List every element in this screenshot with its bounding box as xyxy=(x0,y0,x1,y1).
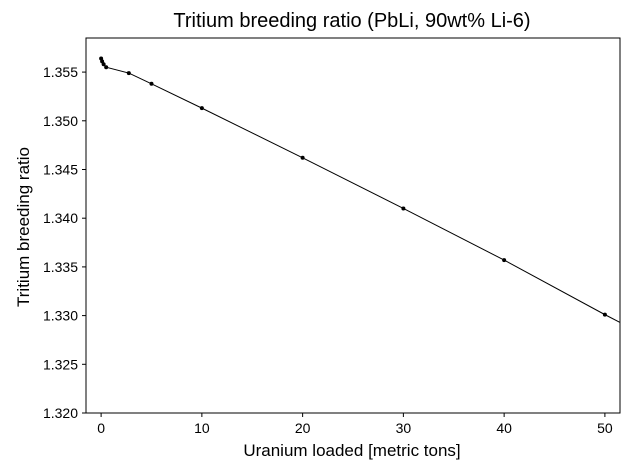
y-tick-label: 1.325 xyxy=(43,356,78,372)
x-tick-label: 50 xyxy=(597,420,613,436)
y-axis-label: Tritium breeding ratio xyxy=(14,147,33,307)
data-point xyxy=(126,71,131,76)
data-point xyxy=(101,62,106,67)
data-point xyxy=(502,258,507,263)
x-tick-label: 40 xyxy=(496,420,512,436)
y-tick-label: 1.330 xyxy=(43,308,78,324)
data-point xyxy=(149,81,154,86)
x-tick-label: 0 xyxy=(97,420,105,436)
data-point xyxy=(104,65,109,70)
data-point xyxy=(199,106,204,111)
data-point xyxy=(300,155,305,160)
series-line xyxy=(100,58,620,323)
x-tick-label: 30 xyxy=(396,420,412,436)
y-tick-label: 1.335 xyxy=(43,259,78,275)
y-tick-label: 1.345 xyxy=(43,161,78,177)
data-point xyxy=(401,206,406,211)
y-tick-label: 1.350 xyxy=(43,113,78,129)
plot-frame xyxy=(85,37,621,414)
plot-area: 0 10 20 30 40 50 1.320 1.325 1.330 1.335 1.340 1.34… xyxy=(43,37,621,436)
x-axis-label: Uranium loaded [metric tons] xyxy=(243,441,460,460)
x-tick-label: 10 xyxy=(194,420,210,436)
y-tick-label: 1.355 xyxy=(43,64,78,80)
x-tick-label: 20 xyxy=(295,420,311,436)
y-tick-label: 1.340 xyxy=(43,210,78,226)
y-tick-label: 1.320 xyxy=(43,405,78,421)
data-point xyxy=(602,312,607,317)
chart-title: Tritium breeding ratio (PbLi, 90wt% Li-6… xyxy=(173,10,530,32)
